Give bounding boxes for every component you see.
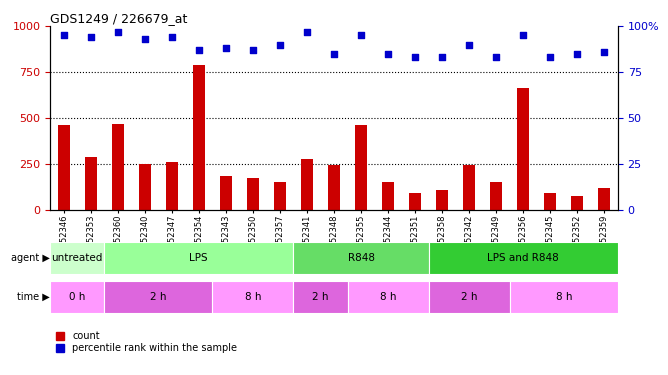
Point	[166, 34, 177, 40]
Point	[409, 54, 420, 60]
Point	[112, 29, 123, 35]
Bar	[517, 88, 529, 210]
Bar	[112, 124, 124, 210]
Bar	[382, 182, 394, 210]
Bar	[274, 183, 286, 210]
Point	[518, 33, 528, 39]
Point	[572, 51, 582, 57]
Text: agent ▶: agent ▶	[11, 253, 50, 263]
Point	[248, 47, 259, 53]
Bar	[355, 126, 367, 210]
Text: R848: R848	[347, 253, 375, 263]
Point	[86, 34, 96, 40]
Point	[275, 42, 285, 48]
Point	[545, 54, 556, 60]
Bar	[328, 165, 340, 210]
Text: 2 h: 2 h	[150, 292, 166, 302]
Text: 2 h: 2 h	[461, 292, 478, 302]
Text: GDS1249 / 226679_at: GDS1249 / 226679_at	[50, 12, 188, 25]
Text: LPS: LPS	[190, 253, 208, 263]
Bar	[57, 126, 69, 210]
Bar	[193, 65, 205, 210]
Point	[58, 33, 69, 39]
Text: LPS and R848: LPS and R848	[488, 253, 559, 263]
Bar	[139, 164, 151, 210]
Point	[355, 33, 366, 39]
Text: 8 h: 8 h	[556, 292, 572, 302]
Bar	[85, 157, 97, 210]
Point	[437, 54, 448, 60]
Bar	[301, 159, 313, 210]
Text: 8 h: 8 h	[380, 292, 396, 302]
Text: 2 h: 2 h	[312, 292, 329, 302]
Bar	[544, 194, 556, 210]
Bar	[166, 162, 178, 210]
Point	[194, 47, 204, 53]
Point	[383, 51, 393, 57]
Point	[140, 36, 150, 42]
Point	[491, 54, 502, 60]
Text: 0 h: 0 h	[69, 292, 86, 302]
Bar	[436, 190, 448, 210]
Bar	[246, 178, 259, 210]
Text: untreated: untreated	[51, 253, 103, 263]
Bar	[490, 183, 502, 210]
Point	[599, 49, 610, 55]
Point	[464, 42, 474, 48]
Bar	[409, 194, 422, 210]
Point	[302, 29, 313, 35]
Legend: count, percentile rank within the sample: count, percentile rank within the sample	[55, 331, 237, 353]
Bar	[599, 188, 611, 210]
Point	[329, 51, 339, 57]
Bar	[220, 176, 232, 210]
Bar	[463, 165, 475, 210]
Text: 8 h: 8 h	[244, 292, 261, 302]
Point	[220, 45, 231, 51]
Text: time ▶: time ▶	[17, 292, 50, 302]
Bar	[571, 196, 583, 210]
